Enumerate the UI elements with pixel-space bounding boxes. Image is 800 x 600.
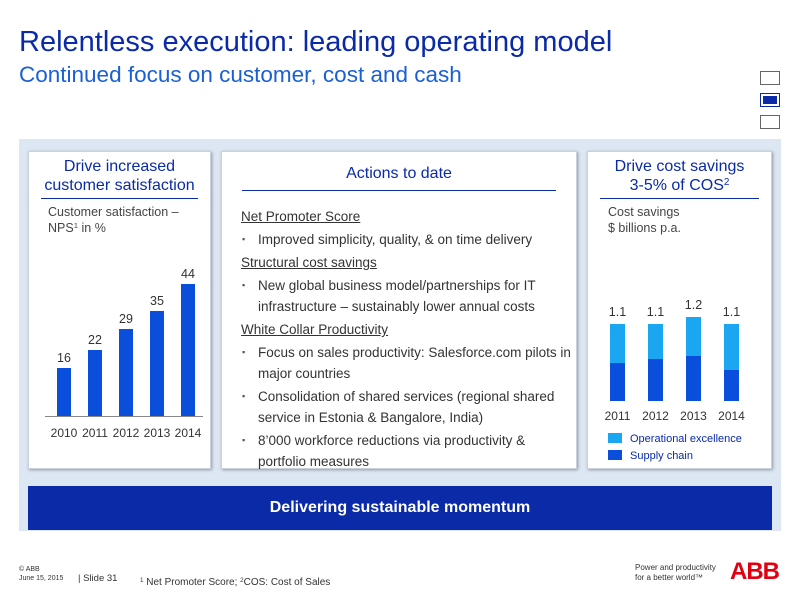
cost-total-label: 1.1 xyxy=(722,305,741,319)
cost-total-label: 1.2 xyxy=(684,298,703,312)
panel-heading-left: Drive increased customer satisfaction xyxy=(41,157,198,199)
nps-chart-label: Customer satisfaction – NPS1 in % xyxy=(48,204,179,236)
nav-box-1[interactable] xyxy=(760,71,780,85)
section-nps: Net Promoter Score Improved simplicity, … xyxy=(241,208,571,250)
nps-label-sup: 1 xyxy=(73,221,79,231)
page-title: Relentless execution: leading operating … xyxy=(19,26,613,58)
list-item: Focus on sales productivity: Salesforce.… xyxy=(241,342,571,384)
list-item: Improved simplicity, quality, & on time … xyxy=(241,229,571,250)
cost-bar-operational xyxy=(724,324,739,370)
cost-year-label: 2012 xyxy=(642,409,669,423)
momentum-banner: Delivering sustainable momentum xyxy=(28,486,772,530)
slide-navigator xyxy=(760,71,780,137)
nps-year-label: 2010 xyxy=(50,426,78,440)
footnote-part2: COS: Cost of Sales xyxy=(243,577,331,588)
nps-bar xyxy=(88,350,102,416)
cost-year-label: 2011 xyxy=(604,409,631,423)
nps-label-nps: NPS xyxy=(48,221,74,235)
legend-label-operational: Operational excellence xyxy=(630,433,742,445)
legend-swatch-supply xyxy=(608,450,622,460)
section-structural: Structural cost savings New global busin… xyxy=(241,254,571,317)
tagline-line1: Power and productivity xyxy=(635,563,716,572)
nps-value-label: 29 xyxy=(119,312,133,326)
heading-line1: Drive cost savings xyxy=(614,158,745,175)
cost-bar-supply-chain xyxy=(724,369,739,401)
footnote-sup2: 2 xyxy=(240,576,244,584)
section-white-collar: White Collar Productivity Focus on sales… xyxy=(241,321,571,472)
nps-bar xyxy=(150,311,164,416)
nps-value-label: 44 xyxy=(181,267,195,281)
section-heading: Net Promoter Score xyxy=(241,209,361,224)
footer-date: June 15, 2015 xyxy=(19,575,64,582)
cost-bar-supply-chain xyxy=(686,355,701,401)
footnote-part1: Net Promoter Score; xyxy=(143,577,241,588)
nps-year-label: 2014 xyxy=(174,426,202,440)
footer-copyright: © ABB June 15, 2015 xyxy=(19,565,63,583)
footnote-sup1: 1 xyxy=(140,576,144,584)
nps-bar xyxy=(181,284,195,416)
nps-bar xyxy=(119,329,133,416)
nps-label-unit: in % xyxy=(78,221,106,235)
nps-axis xyxy=(45,416,203,417)
cost-bar-supply-chain xyxy=(610,362,625,401)
panel-actions: Actions to date Net Promoter Score Impro… xyxy=(221,151,577,469)
nps-year-label: 2011 xyxy=(82,426,108,440)
heading-line2: 3-5% of COS xyxy=(629,177,724,194)
nav-box-2-active[interactable] xyxy=(760,93,780,107)
page-subtitle: Continued focus on customer, cost and ca… xyxy=(19,62,462,87)
nps-bar xyxy=(57,368,71,416)
cost-bar-supply-chain xyxy=(648,359,663,401)
list-item: 8’000 workforce reductions via productiv… xyxy=(241,430,571,472)
cost-total-label: 1.1 xyxy=(608,305,627,319)
nps-year-label: 2012 xyxy=(112,426,140,440)
panel-cost-savings: Drive cost savings 3-5% of COS2 Cost sav… xyxy=(587,151,772,469)
legend-swatch-operational xyxy=(608,433,622,443)
nps-value-label: 16 xyxy=(57,351,71,365)
list-item: Consolidation of shared services (region… xyxy=(241,386,571,428)
cost-total-label: 1.1 xyxy=(646,305,665,319)
nps-label-line1: Customer satisfaction – xyxy=(48,205,179,219)
panel-customer-satisfaction: Drive increased customer satisfaction Cu… xyxy=(28,151,211,469)
section-heading: White Collar Productivity xyxy=(241,322,389,337)
heading-sup: 2 xyxy=(723,177,730,189)
list-item: New global business model/partnerships f… xyxy=(241,275,571,317)
copyright-text: © ABB xyxy=(19,566,40,573)
cost-chart-label: Cost savings $ billions p.a. xyxy=(608,204,681,236)
cost-label-line1: Cost savings xyxy=(608,205,680,219)
actions-list: Net Promoter Score Improved simplicity, … xyxy=(241,208,571,474)
nps-year-label: 2013 xyxy=(143,426,171,440)
nav-box-3[interactable] xyxy=(760,115,780,129)
cost-year-label: 2014 xyxy=(718,409,745,423)
footer-tagline: Power and productivity for a better worl… xyxy=(635,563,716,583)
cost-bar-operational xyxy=(610,324,625,363)
abb-logo: ABB xyxy=(730,558,780,585)
cost-bar-operational xyxy=(686,317,701,356)
legend-label-supply: Supply chain xyxy=(630,450,693,462)
section-heading: Structural cost savings xyxy=(241,255,377,270)
panel-heading-right: Drive cost savings 3-5% of COS2 xyxy=(600,157,759,199)
slide-number: | Slide 31 xyxy=(78,573,118,584)
cost-label-line2: $ billions p.a. xyxy=(608,221,681,235)
legend-operational: Operational excellence xyxy=(608,433,742,445)
tagline-line2: for a better world™ xyxy=(635,573,704,582)
nps-value-label: 22 xyxy=(88,333,102,347)
panel-heading-middle: Actions to date xyxy=(242,164,556,191)
footnote: 1 Net Promoter Score; 2COS: Cost of Sale… xyxy=(140,577,330,588)
nps-value-label: 35 xyxy=(150,294,164,308)
cost-year-label: 2013 xyxy=(680,409,707,423)
cost-bar-operational xyxy=(648,324,663,359)
legend-supply: Supply chain xyxy=(608,450,693,462)
